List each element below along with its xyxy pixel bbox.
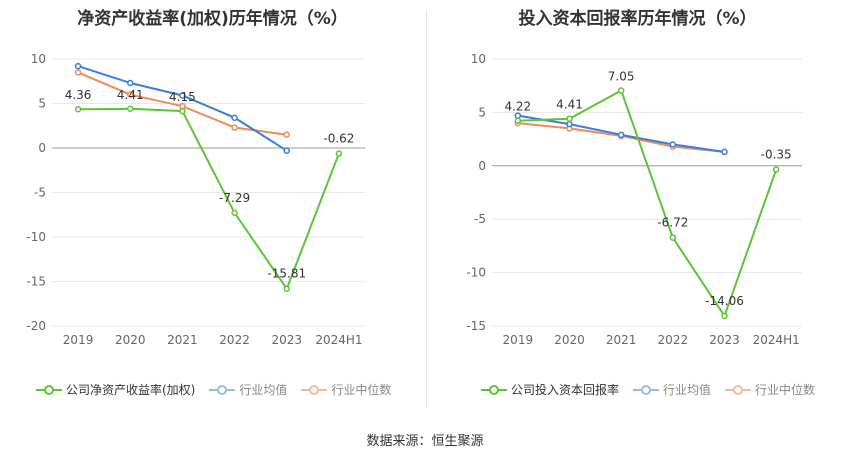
data-point bbox=[721, 148, 728, 156]
x-tick-label: 2023 bbox=[709, 333, 740, 347]
y-tick-label: 0 bbox=[478, 159, 486, 173]
data-point bbox=[74, 69, 82, 76]
y-tick-label: -5 bbox=[34, 186, 46, 200]
data-point bbox=[74, 105, 82, 113]
data-label: 4.15 bbox=[169, 90, 196, 104]
chart-title: 投入资本回报率历年情况（%） bbox=[518, 9, 757, 29]
data-point bbox=[283, 285, 290, 292]
data-point bbox=[283, 131, 290, 138]
data-point bbox=[721, 312, 728, 320]
y-tick-label: -10 bbox=[26, 230, 46, 244]
y-tick-label: 0 bbox=[38, 141, 46, 155]
legend: 公司投入资本回报率 行业均值 行业中位数 bbox=[481, 381, 829, 398]
data-source: 数据来源：恒生聚源 bbox=[366, 434, 484, 449]
x-tick-label: 2023 bbox=[271, 333, 302, 347]
x-tick-label: 2022 bbox=[658, 333, 689, 347]
x-tick-label: 2022 bbox=[219, 333, 250, 347]
data-point bbox=[617, 87, 625, 94]
data-point bbox=[566, 115, 573, 122]
data-label: 4.36 bbox=[65, 88, 92, 102]
data-point bbox=[179, 92, 186, 99]
legend: 公司净资产收益率(加权) 行业均值 行业中位数 bbox=[36, 381, 405, 398]
data-point bbox=[231, 124, 238, 131]
data-label: 4.41 bbox=[556, 98, 583, 112]
series-line-0 bbox=[517, 89, 778, 319]
x-tick-label: 2020 bbox=[115, 333, 146, 347]
legend-label: 行业中位数 bbox=[755, 383, 816, 397]
x-tick-label: 2024H1 bbox=[753, 333, 800, 347]
roic-chart-svg: 10 5 0 -5 -10 -15 2019 2020 2021 2022 2023 2024H1 4.… bbox=[466, 52, 802, 347]
roe-chart-svg: 10 5 0 -5 -10 -15 -20 2019 2020 2021 2022 2023 2024H… bbox=[26, 52, 365, 347]
panel-divider bbox=[426, 10, 427, 408]
data-point bbox=[617, 131, 625, 139]
data-label: 7.05 bbox=[608, 70, 635, 84]
data-label: -0.62 bbox=[323, 132, 354, 146]
data-point bbox=[127, 79, 134, 87]
x-tick-label: 2020 bbox=[554, 333, 585, 347]
y-tick-label: 10 bbox=[31, 52, 46, 66]
data-point bbox=[566, 120, 573, 128]
legend-label: 公司投入资本回报率 bbox=[511, 383, 620, 397]
data-point bbox=[231, 114, 238, 121]
data-point bbox=[514, 117, 522, 124]
data-label: -15.81 bbox=[267, 267, 306, 281]
series-line-0 bbox=[78, 107, 340, 291]
legend-item-industry-median[interactable]: 行业中位数 bbox=[301, 381, 391, 398]
y-tick-label: 5 bbox=[478, 105, 486, 119]
data-point bbox=[74, 62, 82, 70]
y-tick-label: 5 bbox=[38, 97, 46, 111]
data-point bbox=[127, 105, 134, 113]
legend-item-industry-mean[interactable]: 行业均值 bbox=[209, 381, 287, 398]
roe-chart-panel: 净资产收益率(加权)历年情况（%） 10 5 0 -5 -10 -15 -20 2019 202… bbox=[0, 0, 425, 410]
y-tick-label: -5 bbox=[474, 212, 486, 226]
data-point bbox=[514, 112, 522, 119]
legend-label: 行业均值 bbox=[239, 383, 288, 397]
data-point bbox=[669, 234, 677, 241]
data-label: -7.29 bbox=[219, 191, 250, 205]
chart-title: 净资产收益率(加权)历年情况（%） bbox=[77, 9, 348, 29]
y-tick-label: -20 bbox=[26, 319, 46, 333]
data-point bbox=[127, 91, 134, 98]
data-label: -0.35 bbox=[761, 148, 792, 162]
data-point bbox=[231, 209, 238, 217]
y-tick-label: -15 bbox=[466, 319, 486, 333]
data-label: 4.41 bbox=[117, 88, 144, 102]
x-tick-label: 2021 bbox=[606, 333, 637, 347]
data-label: 4.22 bbox=[504, 100, 531, 114]
legend-label: 行业中位数 bbox=[331, 383, 392, 397]
legend-label: 公司净资产收益率(加权) bbox=[66, 383, 196, 397]
data-point bbox=[669, 141, 677, 148]
y-tick-label: -15 bbox=[26, 275, 46, 289]
data-label: -6.72 bbox=[657, 216, 688, 230]
legend-label: 行业均值 bbox=[663, 383, 712, 397]
data-point bbox=[179, 107, 186, 115]
y-tick-label: -10 bbox=[466, 266, 486, 280]
x-tick-label: 2021 bbox=[167, 333, 198, 347]
y-tick-label: 10 bbox=[471, 52, 486, 66]
x-tick-label: 2019 bbox=[63, 333, 94, 347]
data-point bbox=[335, 150, 343, 157]
data-point bbox=[283, 147, 290, 154]
legend-item-industry-median[interactable]: 行业中位数 bbox=[725, 381, 815, 398]
legend-item-company[interactable]: 公司投入资本回报率 bbox=[481, 381, 619, 398]
x-tick-label: 2024H1 bbox=[315, 333, 362, 347]
x-tick-label: 2019 bbox=[503, 333, 534, 347]
legend-item-company[interactable]: 公司净资产收益率(加权) bbox=[36, 381, 195, 398]
data-label: -14.06 bbox=[705, 294, 744, 308]
data-point bbox=[772, 166, 780, 173]
roic-chart-panel: 投入资本回报率历年情况（%） 10 5 0 -5 -10 -15 2019 2020 2021 2… bbox=[425, 0, 850, 410]
legend-item-industry-mean[interactable]: 行业均值 bbox=[633, 381, 711, 398]
